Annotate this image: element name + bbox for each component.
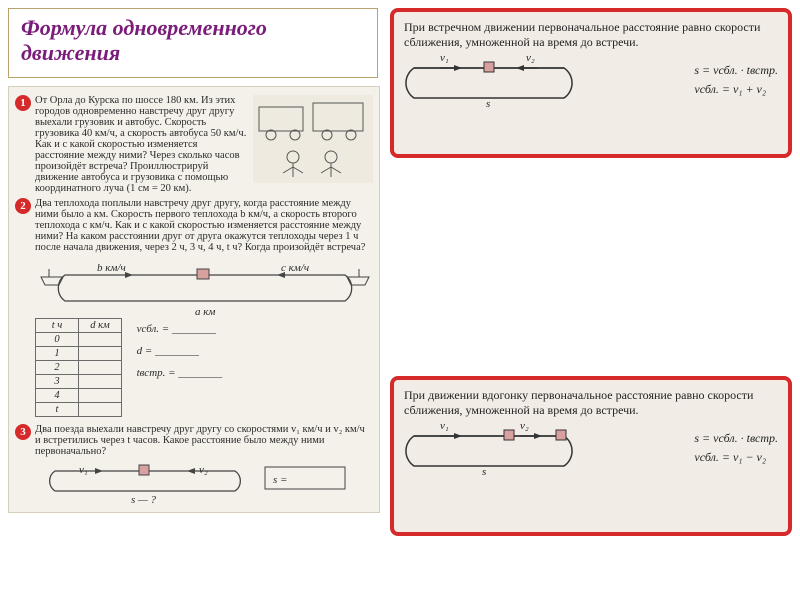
b1-f1: s = vсбл. · tвстр. bbox=[694, 63, 778, 78]
problems-column: 1 От Орла до Курска по шоссе 180 км. bbox=[8, 86, 380, 513]
p2-dist: a км bbox=[195, 306, 215, 318]
r1: 1 bbox=[36, 347, 79, 361]
illustration-truck-bus bbox=[253, 95, 373, 183]
b1-v2: v₂ bbox=[526, 52, 535, 64]
th-d: d км bbox=[79, 319, 122, 333]
p1-text: От Орла до Курска по шоссе 180 км. Из эт… bbox=[35, 95, 246, 194]
formula-box-chasing: При движении вдогонку первоначальное рас… bbox=[390, 376, 792, 536]
p3-text: Два поезда выехали навстречу друг другу … bbox=[35, 424, 365, 457]
badge-3: 3 bbox=[15, 424, 31, 440]
problem-2: 2 Два теплохода поплыли навстречу друг д… bbox=[15, 198, 373, 420]
badge-1: 1 bbox=[15, 95, 31, 111]
r4: 4 bbox=[36, 389, 79, 403]
b1-v1: v₁ bbox=[440, 52, 449, 64]
box2-formulas: s = vсбл. · tвстр. vсбл. = v₁ − v₂ bbox=[694, 431, 778, 465]
eq-d: d = ________ bbox=[137, 340, 223, 362]
p3-diagram: v₁ v₂ s — ? s = bbox=[35, 461, 373, 504]
eq-tvstr: tвстр. = ________ bbox=[137, 362, 223, 384]
b2-f1: s = vсбл. · tвстр. bbox=[694, 431, 778, 446]
box1-diagram-row: v₁ v₂ s s = vсбл. · tвстр. vсбл. = v₁ + … bbox=[404, 56, 778, 104]
box1-formulas: s = vсбл. · tвстр. vсбл. = v₁ + v₂ bbox=[694, 63, 778, 97]
th-t: t ч bbox=[36, 319, 79, 333]
p2-table-block: t ч d км 0 1 2 3 4 t vсбл. = ________ d … bbox=[35, 318, 373, 420]
p2-diagram: b км/ч c км/ч a км bbox=[35, 257, 373, 316]
p3-eq: s = bbox=[273, 474, 287, 486]
problem-1: 1 От Орла до Курска по шоссе 180 км. bbox=[15, 95, 373, 194]
r3: 3 bbox=[36, 375, 79, 389]
box1-text: При встречном движении первоначальное ра… bbox=[404, 20, 778, 50]
box2-diagram-row: v₁ v₂ s s = vсбл. · tвстр. vсбл. = v₁ − … bbox=[404, 424, 778, 472]
r2: 2 bbox=[36, 361, 79, 375]
title-text: Формула одновременного движения bbox=[21, 15, 267, 65]
b2-v2: v₂ bbox=[520, 420, 529, 432]
r5: t bbox=[36, 403, 79, 417]
problem-3: 3 Два поезда выехали навстречу друг друг… bbox=[15, 424, 373, 504]
b1-f2: vсбл. = v₁ + v₂ bbox=[694, 82, 778, 97]
formula-box-meeting: При встречном движении первоначальное ра… bbox=[390, 8, 792, 158]
box2-text: При движении вдогонку первоначальное рас… bbox=[404, 388, 778, 418]
badge-2: 2 bbox=[15, 198, 31, 214]
b2-s: s bbox=[482, 466, 486, 478]
b2-f2: vсбл. = v₁ − v₂ bbox=[694, 450, 778, 465]
box2-diagram: v₁ v₂ s bbox=[404, 424, 574, 472]
page-title: Формула одновременного движения bbox=[8, 8, 378, 78]
p2-table: t ч d км 0 1 2 3 4 t bbox=[35, 318, 122, 417]
box1-diagram: v₁ v₂ s bbox=[404, 56, 574, 104]
b1-s: s bbox=[486, 98, 490, 110]
p2-text: Два теплохода поплыли навстречу друг дру… bbox=[35, 198, 365, 253]
p3-v1: v₁ bbox=[79, 464, 88, 476]
p3-unknown: s — ? bbox=[131, 494, 156, 506]
p2-side-eq: vсбл. = ________ d = ________ tвстр. = _… bbox=[137, 318, 223, 384]
p3-v2: v₂ bbox=[199, 464, 208, 476]
r0: 0 bbox=[36, 333, 79, 347]
b2-v1: v₁ bbox=[440, 420, 449, 432]
eq-vsbl: vсбл. = ________ bbox=[137, 318, 223, 340]
p2-cspeed: c км/ч bbox=[281, 262, 309, 274]
p2-bspeed: b км/ч bbox=[97, 262, 126, 274]
